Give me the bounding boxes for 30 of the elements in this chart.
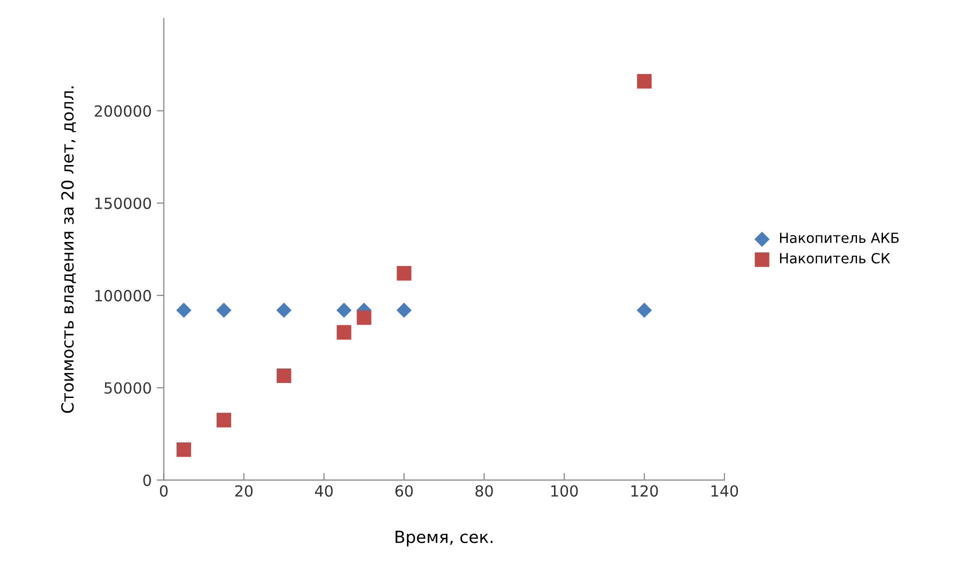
x-tick-label: 20 — [235, 485, 253, 497]
point — [636, 302, 652, 318]
point — [216, 302, 232, 318]
legend-label: Накопитель СК — [780, 252, 890, 264]
point — [176, 442, 192, 457]
x-tick-label: 140 — [712, 485, 738, 497]
point — [637, 74, 652, 89]
x-tick-label: 60 — [395, 485, 413, 497]
legend-label: Накопитель АКБ — [780, 232, 899, 244]
point — [176, 302, 192, 318]
x-axis-title: Время, сек. — [396, 530, 492, 546]
x-tick-label: 100 — [551, 485, 578, 497]
y-tick-label: 200000 — [94, 105, 151, 117]
y-tick-label: 0 — [143, 474, 151, 486]
point — [216, 412, 232, 428]
y-axis-title: Стоимость владения за 20 лет, долл. — [61, 86, 76, 413]
y-tick-label: 150000 — [95, 198, 151, 210]
point — [396, 266, 412, 281]
point — [336, 302, 352, 318]
point — [396, 302, 412, 318]
y-tick-label: 50000 — [104, 382, 151, 394]
point — [276, 368, 292, 384]
point — [356, 310, 372, 325]
x-tick-label: 80 — [475, 485, 493, 497]
x-tick-label: 40 — [315, 485, 333, 497]
point — [336, 325, 352, 340]
point — [276, 302, 292, 318]
x-tick-label: 0 — [160, 485, 168, 497]
y-tick-label: 100000 — [95, 290, 151, 302]
x-tick-label: 120 — [631, 485, 658, 497]
